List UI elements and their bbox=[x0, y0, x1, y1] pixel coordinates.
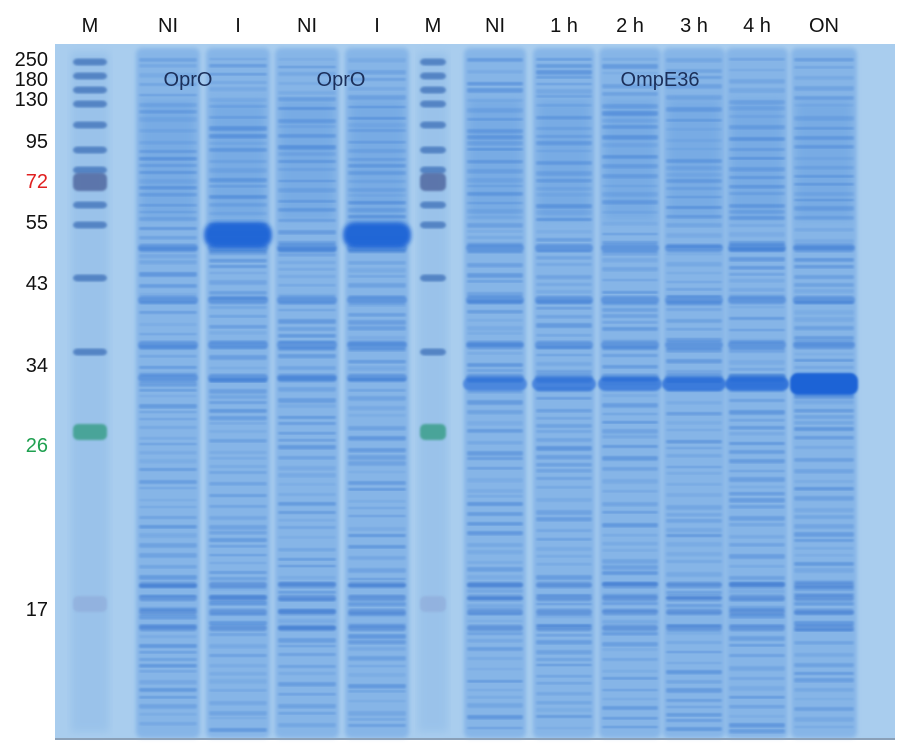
gel-lane bbox=[790, 48, 858, 738]
gel-lane bbox=[343, 48, 411, 738]
lane-label-ni-3: NI bbox=[485, 15, 505, 37]
lane-label-m-2: M bbox=[424, 15, 442, 37]
lane-label-ni-2: NI bbox=[297, 15, 317, 37]
mw-label-250: 250 bbox=[14, 49, 48, 71]
gel-lane bbox=[598, 48, 662, 738]
mw-label-17: 17 bbox=[25, 599, 48, 621]
gel-lane bbox=[463, 48, 527, 738]
mw-label-34: 34 bbox=[25, 355, 48, 377]
gel-lane bbox=[71, 52, 109, 732]
gel-lane bbox=[725, 48, 789, 738]
gel-lane bbox=[662, 48, 726, 738]
lane-label-i-1: I bbox=[235, 15, 241, 37]
mw-label-43: 43 bbox=[25, 273, 48, 295]
gel-lane bbox=[418, 52, 448, 732]
lane-label-i-2: I bbox=[374, 15, 380, 37]
mw-label-55: 55 bbox=[25, 212, 48, 234]
lane-label-on: ON bbox=[809, 15, 839, 37]
mw-label-95: 95 bbox=[25, 131, 48, 153]
mw-label-130: 130 bbox=[14, 89, 48, 111]
lane-label-m-1: M bbox=[81, 15, 99, 37]
lane-label-ni-1: NI bbox=[158, 15, 178, 37]
gel-lane bbox=[136, 48, 200, 738]
mw-label-72: 72 bbox=[25, 171, 48, 193]
lane-label-4h: 4 h bbox=[743, 15, 771, 37]
lane-label-3h: 3 h bbox=[680, 15, 708, 37]
lane-label-1h: 1 h bbox=[550, 15, 578, 37]
gel-lane bbox=[275, 48, 339, 738]
gel-lane bbox=[204, 48, 272, 738]
mw-label-180: 180 bbox=[14, 69, 48, 91]
lane-label-2h: 2 h bbox=[616, 15, 644, 37]
gel-lane bbox=[532, 48, 596, 738]
protein-label-opro-1: OprO bbox=[163, 69, 213, 91]
protein-label-ompe36: OmpE36 bbox=[620, 69, 700, 91]
mw-label-26: 26 bbox=[25, 435, 48, 457]
protein-label-opro-2: OprO bbox=[316, 69, 366, 91]
